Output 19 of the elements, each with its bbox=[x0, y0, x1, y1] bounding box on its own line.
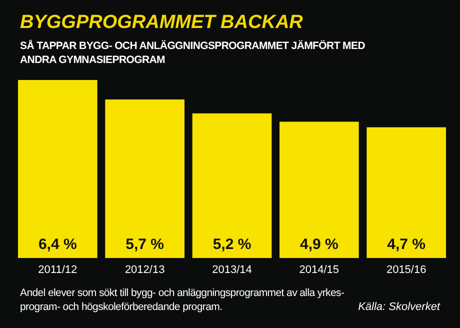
chart-title: BYGGPROGRAMMET BACKAR bbox=[20, 12, 304, 33]
data-label: 6,4 % bbox=[38, 236, 77, 253]
x-tick-label: 2013/14 bbox=[212, 264, 252, 276]
data-label: 5,7 % bbox=[126, 236, 164, 253]
x-tick-label: 2011/12 bbox=[38, 264, 78, 276]
x-tick-label: 2012/13 bbox=[124, 264, 165, 276]
data-label: 4,7 % bbox=[387, 236, 426, 253]
text: Andel elever som sökt till bygg- och anläggningsprogrammet av alla yrkes- program- och högskoleförberedande program. bbox=[20, 287, 345, 313]
data-label: 5,2 % bbox=[212, 236, 252, 253]
x-tick-label: 2014/15 bbox=[299, 264, 340, 276]
bar bbox=[366, 127, 446, 258]
chart-subtitle: SÅ TAPPAR BYGG- OCH ANLÄGGNINGSPROGRAMMET JÄMFÖRT MED ANDRA GYMNASIEPROGRAM bbox=[20, 39, 366, 66]
bar bbox=[280, 122, 359, 258]
data-label: 4,9 % bbox=[300, 236, 338, 253]
bar bbox=[192, 113, 272, 258]
bar bbox=[105, 99, 184, 258]
text: Källa: Skolverket bbox=[358, 301, 441, 313]
bar bbox=[18, 80, 98, 258]
x-tick-label: 2015/16 bbox=[386, 264, 426, 276]
